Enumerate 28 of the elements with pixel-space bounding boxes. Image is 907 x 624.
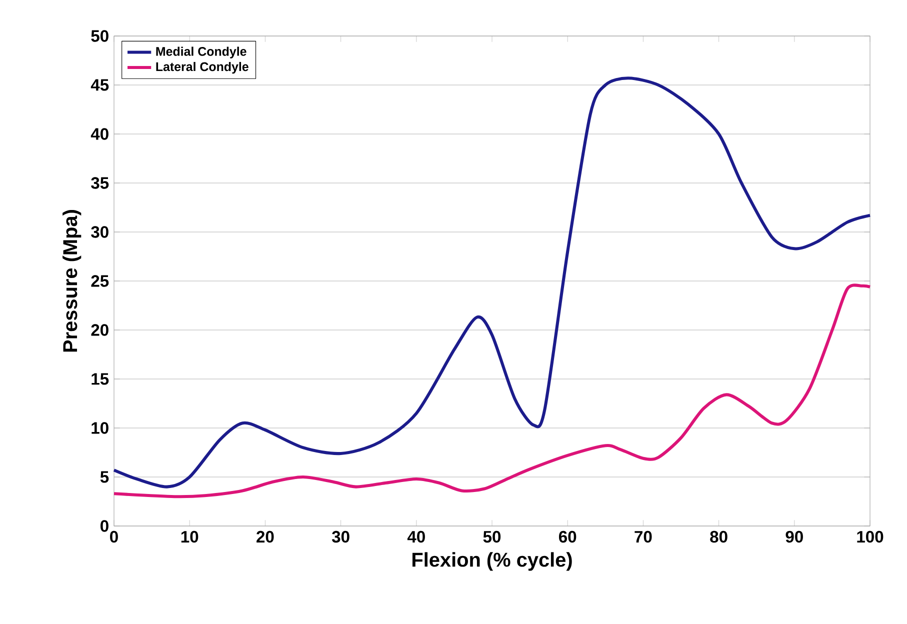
x-tick-label: 10 xyxy=(181,530,198,543)
y-tick-label: 30 xyxy=(91,226,108,238)
x-tick-label: 30 xyxy=(332,530,350,543)
y-tick-label: 10 xyxy=(92,422,108,434)
y-tick-label: 15 xyxy=(92,373,109,385)
x-tick-label: 100 xyxy=(857,530,884,543)
x-tick-label: 40 xyxy=(407,530,425,543)
y-tick-label: 5 xyxy=(100,471,109,483)
y-tick-label: 20 xyxy=(91,324,108,336)
y-tick-label: 25 xyxy=(91,275,109,287)
y-tick-label: 0 xyxy=(100,520,108,532)
y-tick-label: 45 xyxy=(90,79,109,91)
y-tick-label: 40 xyxy=(90,128,108,140)
legend-label: Lateral Condyle xyxy=(156,62,248,74)
x-axis-title: Flexion (% cycle) xyxy=(412,552,572,571)
x-tick-label: 90 xyxy=(786,530,803,543)
line-series xyxy=(112,76,872,488)
legend-label: Medial Condyle xyxy=(156,46,246,58)
y-tick-label: 35 xyxy=(91,177,109,189)
y-axis-title: Pressure (Mpa) xyxy=(62,210,82,352)
x-tick-label: 20 xyxy=(256,530,274,543)
x-tick-label: 50 xyxy=(483,530,501,543)
x-tick-label: 60 xyxy=(558,530,576,543)
x-tick-label: 70 xyxy=(634,530,652,543)
y-tick-label: 50 xyxy=(91,30,108,42)
line-series xyxy=(112,284,872,498)
x-tick-label: 80 xyxy=(710,530,728,543)
x-tick-label: 0 xyxy=(110,530,118,543)
